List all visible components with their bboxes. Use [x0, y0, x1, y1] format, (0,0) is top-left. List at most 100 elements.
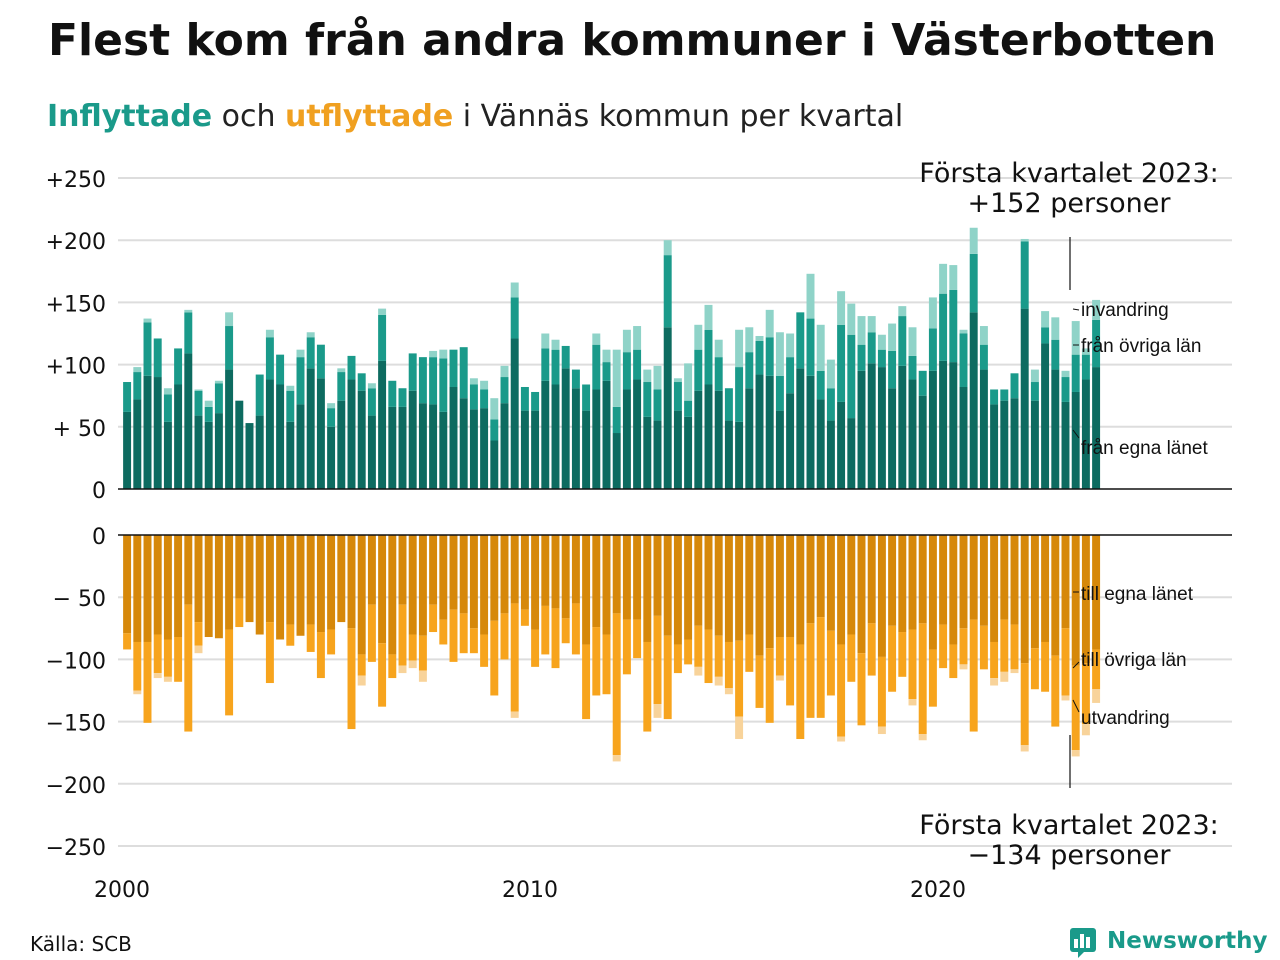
bar-in-egna-lanet	[184, 353, 193, 489]
bar-in-invandring	[684, 363, 693, 401]
bar-in-egna-lanet	[949, 362, 958, 489]
bar-out-utvandring	[714, 676, 723, 686]
bar-in-egna-lanet	[245, 423, 254, 489]
y-tick-label-lower: 0	[92, 525, 106, 550]
bar-in-egna-lanet	[429, 404, 438, 489]
y-tick-label-upper: 0	[92, 479, 106, 504]
bar-in-egna-lanet	[327, 426, 336, 489]
annotation-upper: +152 personer	[967, 188, 1171, 219]
bar-in-egna-lanet	[806, 375, 815, 489]
bar-in-egna-lanet	[918, 395, 927, 489]
bar-out-egna-lanet	[1092, 535, 1101, 650]
bar-in-invandring	[806, 273, 815, 319]
bar-out-egna-lanet	[520, 535, 529, 610]
bar-in-invandring	[439, 349, 448, 359]
bar-in-invandring	[979, 326, 988, 345]
bar-in-egna-lanet	[990, 404, 999, 489]
bar-out-ovriga-lan	[653, 615, 662, 705]
bar-in-invandring	[653, 365, 662, 390]
bar-in-invandring	[541, 333, 550, 349]
bar-out-ovriga-lan	[429, 604, 438, 633]
bar-out-ovriga-lan	[1010, 624, 1019, 670]
bar-in-invandring	[633, 326, 642, 350]
legend-leader	[1072, 429, 1080, 439]
bar-in-ovriga-lan	[1071, 354, 1080, 392]
bar-in-invandring	[133, 367, 142, 373]
bar-in-egna-lanet	[449, 386, 458, 489]
bar-out-egna-lanet	[510, 535, 519, 604]
bar-out-ovriga-lan	[531, 629, 540, 667]
bar-out-egna-lanet	[265, 535, 274, 623]
bar-in-egna-lanet	[755, 374, 764, 489]
bar-out-utvandring	[418, 670, 427, 682]
bar-out-egna-lanet	[551, 535, 560, 609]
bar-out-ovriga-lan	[1030, 648, 1039, 690]
bar-out-ovriga-lan	[520, 609, 529, 626]
bar-in-invandring	[969, 227, 978, 254]
bar-out-ovriga-lan	[490, 620, 499, 696]
bar-out-egna-lanet	[775, 535, 784, 638]
bar-out-egna-lanet	[337, 535, 346, 623]
bar-out-utvandring	[837, 736, 846, 742]
bar-out-egna-lanet	[1041, 535, 1050, 642]
bar-out-utvandring	[510, 711, 519, 718]
bar-in-egna-lanet	[745, 388, 754, 489]
bar-in-egna-lanet	[174, 384, 183, 489]
bar-in-ovriga-lan	[1020, 241, 1029, 309]
bar-in-egna-lanet	[633, 379, 642, 489]
bar-in-ovriga-lan	[174, 348, 183, 385]
bar-out-egna-lanet	[704, 535, 713, 630]
bar-in-ovriga-lan	[816, 370, 825, 400]
bar-out-egna-lanet	[673, 535, 682, 645]
legend-leader	[1072, 661, 1080, 669]
bar-in-ovriga-lan	[551, 349, 560, 385]
bar-out-ovriga-lan	[949, 644, 958, 679]
bar-in-ovriga-lan	[429, 357, 438, 405]
bar-out-ovriga-lan	[898, 632, 907, 677]
bar-in-invandring	[888, 323, 897, 351]
bar-out-egna-lanet	[602, 535, 611, 635]
bar-in-egna-lanet	[908, 379, 917, 489]
bar-out-ovriga-lan	[602, 634, 611, 695]
bar-in-egna-lanet	[714, 390, 723, 489]
bar-out-utvandring	[1061, 695, 1070, 701]
annotation-lower: Första kvartalet 2023:	[919, 810, 1218, 841]
bar-out-ovriga-lan	[714, 635, 723, 677]
bar-in-egna-lanet	[694, 390, 703, 489]
bar-in-ovriga-lan	[459, 347, 468, 399]
bar-in-ovriga-lan	[357, 373, 366, 391]
bar-in-invandring	[265, 329, 274, 338]
bar-out-egna-lanet	[990, 535, 999, 642]
bar-in-egna-lanet	[622, 389, 631, 489]
bar-out-ovriga-lan	[673, 644, 682, 674]
bar-in-egna-lanet	[1000, 400, 1009, 489]
bar-out-egna-lanet	[174, 535, 183, 638]
bar-in-egna-lanet	[602, 380, 611, 489]
source-text: Källa: SCB	[30, 932, 132, 956]
bar-in-egna-lanet	[204, 421, 213, 489]
bar-out-ovriga-lan	[1061, 628, 1070, 696]
bar-out-ovriga-lan	[378, 643, 387, 707]
bar-out-egna-lanet	[612, 535, 621, 614]
bar-in-invandring	[163, 388, 172, 395]
bar-out-ovriga-lan	[316, 632, 325, 679]
bar-in-invandring	[378, 308, 387, 315]
bar-out-egna-lanet	[959, 535, 968, 629]
bar-out-egna-lanet	[449, 535, 458, 610]
bar-out-ovriga-lan	[959, 628, 968, 665]
bar-in-ovriga-lan	[918, 370, 927, 396]
bar-out-egna-lanet	[143, 535, 152, 642]
bar-out-ovriga-lan	[735, 640, 744, 717]
bar-out-ovriga-lan	[418, 635, 427, 671]
bar-in-egna-lanet	[837, 401, 846, 489]
bar-out-egna-lanet	[204, 535, 213, 638]
bar-in-invandring	[469, 378, 478, 385]
bar-in-egna-lanet	[653, 420, 662, 489]
bar-in-ovriga-lan	[1000, 389, 1009, 401]
bar-in-invandring	[510, 282, 519, 298]
bar-in-invandring	[327, 403, 336, 409]
bar-out-ovriga-lan	[163, 639, 172, 677]
newsworthy-icon	[1070, 928, 1096, 958]
bar-out-ovriga-lan	[663, 635, 672, 720]
bar-in-invandring	[143, 318, 152, 323]
